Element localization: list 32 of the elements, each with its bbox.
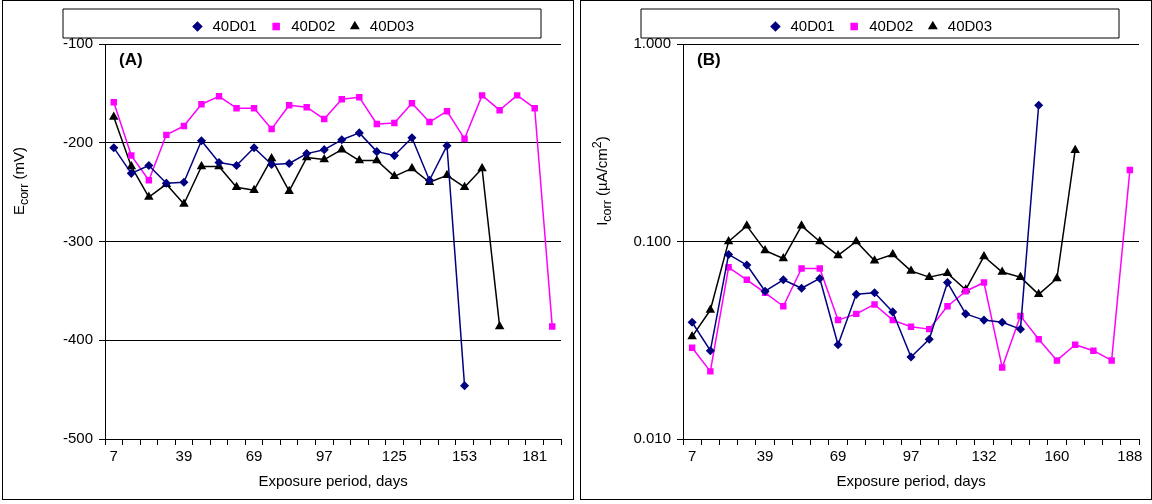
annotation: (B) [697, 50, 721, 70]
x-axis-title: Exposure period, days [836, 472, 986, 490]
legend-label: 40D01 [790, 16, 835, 34]
x-tick-label: 97 [902, 447, 920, 465]
y-tick-label: -400 [62, 330, 93, 348]
y-tick-label: 0.100 [633, 231, 671, 249]
x-tick-label: 181 [522, 447, 548, 465]
x-tick-label: 153 [452, 447, 478, 465]
y-tick-label: -300 [62, 231, 93, 249]
y-tick-label: -200 [62, 132, 93, 150]
legend-label: 40D03 [369, 16, 415, 34]
x-tick-label: 69 [245, 447, 263, 465]
y-tick-label: -500 [62, 429, 93, 447]
x-tick-label: 125 [381, 447, 407, 465]
x-tick-label: 160 [1044, 447, 1070, 465]
legend-label: 40D02 [869, 16, 914, 34]
x-tick-label: 39 [175, 447, 193, 465]
legend-label: 40D02 [291, 16, 336, 34]
y-tick-label: 0.010 [633, 429, 671, 447]
legend-label: 40D03 [947, 16, 993, 34]
x-tick-label: 188 [1117, 447, 1143, 465]
x-tick-label: 97 [315, 447, 333, 465]
y-tick-label: 1.000 [633, 34, 671, 52]
x-tick-label: 7 [687, 447, 697, 465]
x-tick-label: 132 [971, 447, 997, 465]
y-tick-label: -100 [62, 34, 93, 52]
x-axis-title: Exposure period, days [258, 472, 408, 490]
x-tick-label: 69 [829, 447, 847, 465]
x-tick-label: 39 [756, 447, 774, 465]
legend-label: 40D01 [212, 16, 257, 34]
annotation: (A) [119, 50, 143, 70]
x-tick-label: 7 [109, 447, 118, 465]
